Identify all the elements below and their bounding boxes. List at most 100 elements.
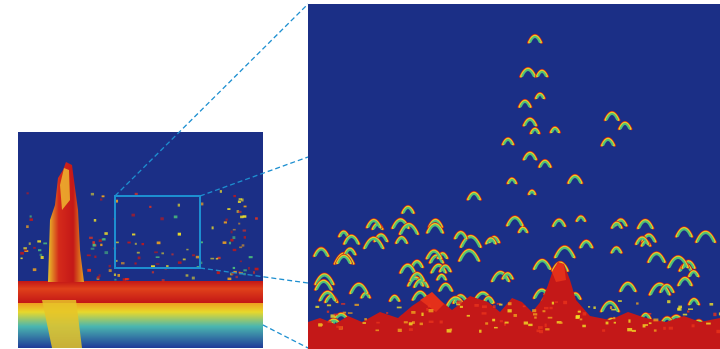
overview-echo-speck xyxy=(132,233,136,236)
overview-echo-speck xyxy=(217,256,221,260)
fish-echo-arch xyxy=(689,271,698,277)
zoom-seabed-speck xyxy=(533,313,538,316)
fish-echo-arch xyxy=(577,216,585,222)
zoom-seabed-speck xyxy=(456,300,462,304)
zoom-seabed-speck xyxy=(575,315,581,319)
zoom-seabed-speck xyxy=(605,321,609,325)
zoom-seabed-speck xyxy=(326,310,330,313)
zoom-leader-line-top-right xyxy=(199,156,309,197)
overview-echo-speck xyxy=(24,250,29,252)
overview-echo-speck xyxy=(199,202,204,206)
overview-echo-speck xyxy=(38,249,42,252)
zoom-seabed-speck xyxy=(718,312,720,316)
zoom-seabed-speck xyxy=(354,303,359,306)
overview-fish-school-column xyxy=(48,162,84,282)
zoom-seabed-speck xyxy=(397,328,402,332)
zoom-seabed-speck xyxy=(549,306,553,310)
fish-echo-arch xyxy=(555,246,574,258)
zoom-seabed-speck xyxy=(716,329,720,334)
fish-echo-arch xyxy=(620,282,636,292)
overview-echo-speck xyxy=(253,271,256,274)
overview-echo-speck xyxy=(232,248,237,252)
zoom-seabed-speck xyxy=(513,314,517,317)
fish-echo-arch xyxy=(619,122,631,130)
overview-echo-speck xyxy=(29,215,32,218)
fish-echo-arch xyxy=(468,192,480,200)
fish-echo-arch xyxy=(531,128,539,134)
zoom-seabed-speck xyxy=(326,304,332,307)
overview-echo-speck xyxy=(222,241,227,244)
overview-echo-speck xyxy=(216,271,220,275)
overview-echo-speck xyxy=(236,210,240,213)
zoom-seabed-speck xyxy=(315,305,320,308)
fish-echo-arch xyxy=(361,293,370,298)
fish-echo-arch xyxy=(410,273,424,281)
zoom-seabed-speck xyxy=(336,325,340,328)
overview-echo-speck xyxy=(243,269,247,272)
overview-echo-speck xyxy=(233,270,237,274)
zoom-seabed-speck xyxy=(403,321,408,324)
zoom-seabed-speck xyxy=(412,321,415,324)
fish-echo-arch xyxy=(367,220,381,228)
zoom-seabed-speck xyxy=(528,323,533,327)
fish-echo-arch xyxy=(411,261,423,268)
fish-echo-arch xyxy=(455,232,467,239)
fish-echo-arch xyxy=(636,237,648,245)
overview-echo-speck xyxy=(40,256,44,259)
zoom-seabed-speck xyxy=(330,314,336,318)
zoom-seabed-speck xyxy=(559,321,563,324)
zoom-seabed-speck xyxy=(482,305,487,309)
overview-echo-speck xyxy=(134,262,137,265)
zoom-seabed-speck xyxy=(446,329,452,333)
overview-echo-speck xyxy=(37,240,42,243)
fish-echo-arch xyxy=(390,295,399,302)
zoom-seabed-speck xyxy=(547,316,553,319)
overview-echo-speck xyxy=(227,208,231,210)
fish-echo-arch xyxy=(408,277,423,287)
overview-echo-speck xyxy=(166,265,169,268)
overview-echo-speck xyxy=(177,203,181,207)
overview-echo-speck xyxy=(238,222,241,225)
zoom-leader-line-mid-right xyxy=(199,267,309,284)
overview-echo-speck xyxy=(239,260,243,263)
overview-echo-speck xyxy=(235,275,238,279)
zoom-seabed-speck xyxy=(474,304,479,307)
overview-seabed-band xyxy=(18,281,263,303)
overview-echo-speck xyxy=(238,210,242,213)
fish-echo-arch xyxy=(605,112,619,121)
overview-echo-speck xyxy=(136,251,140,254)
overview-echo-speck xyxy=(23,247,27,250)
zoom-seabed-speck xyxy=(532,309,537,313)
fish-echo-arch xyxy=(551,127,559,133)
zoom-seabed-speck xyxy=(362,322,366,324)
overview-echo-speck xyxy=(230,230,233,234)
overview-echo-speck xyxy=(141,243,145,246)
fish-echo-arch xyxy=(344,235,359,245)
echogram-zoom-panel xyxy=(308,4,720,349)
overview-echo-speck xyxy=(89,236,93,239)
zoom-seabed-speck xyxy=(466,314,470,317)
overview-echo-speck xyxy=(114,278,117,281)
overview-echo-speck xyxy=(32,268,37,272)
zoom-seabed-speck xyxy=(539,329,544,334)
overview-echo-speck xyxy=(254,267,259,271)
zoom-seabed-speck xyxy=(428,309,434,313)
zoom-seabed-speck xyxy=(364,318,367,321)
overview-echo-speck xyxy=(134,192,138,196)
zoom-seabed-speck xyxy=(602,329,606,332)
zoom-seabed-speck xyxy=(338,326,343,329)
overview-echo-speck xyxy=(92,243,96,247)
overview-echo-speck xyxy=(200,241,203,244)
zoom-echo-layer xyxy=(308,33,720,349)
overview-echo-speck xyxy=(20,251,24,255)
zoom-seabed-speck xyxy=(318,323,324,326)
overview-echo-speck xyxy=(215,257,219,260)
zoom-seabed-speck xyxy=(419,322,423,326)
overview-echo-speck xyxy=(131,213,135,217)
zoom-seabed-speck xyxy=(551,301,555,305)
fish-echo-arch xyxy=(612,247,621,253)
fish-echo-arch xyxy=(612,222,622,229)
overview-echo-speck xyxy=(248,256,253,259)
overview-echo-speck xyxy=(100,198,103,201)
zoom-seabed-speck xyxy=(563,300,568,305)
